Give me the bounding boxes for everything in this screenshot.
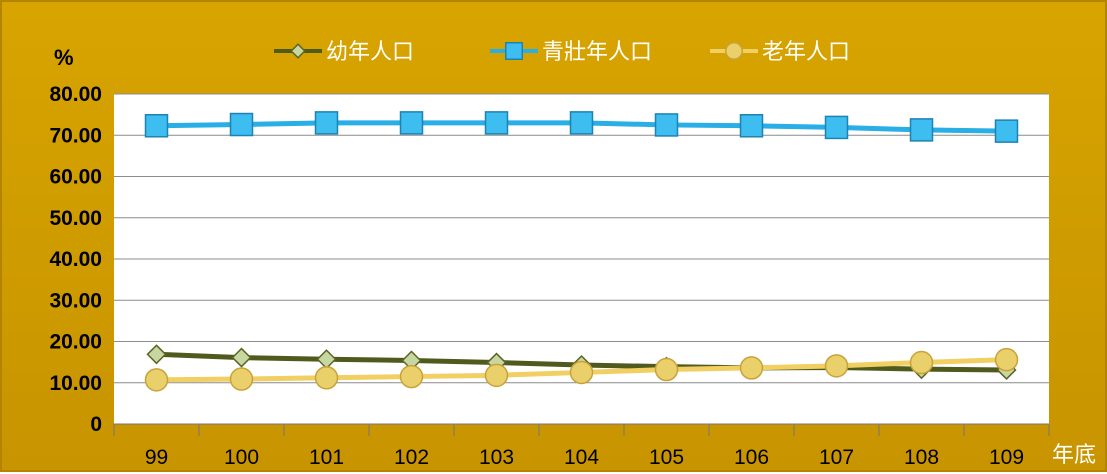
x-tick-label: 104 (564, 446, 599, 469)
y-tick-labels: 0 10.00 20.00 30.00 40.00 50.00 60.00 70.00 80.0… (49, 83, 102, 436)
x-tick-label: 106 (734, 446, 769, 469)
y-tick-label: 10.00 (49, 372, 102, 395)
data-point-square (229, 112, 254, 137)
data-point-square (569, 111, 594, 135)
x-axis-label: 年底 (1052, 443, 1096, 468)
data-point-square (484, 111, 509, 135)
data-point-circle (994, 347, 1019, 372)
data-point-square (399, 111, 424, 135)
y-tick-label: 60.00 (49, 166, 102, 189)
data-point-square (994, 119, 1019, 143)
data-point-circle (484, 363, 509, 388)
data-point-square (739, 114, 764, 138)
data-point-square (824, 115, 849, 140)
data-point-circle (314, 366, 339, 390)
data-point-square (314, 111, 339, 135)
x-tick-label: 102 (394, 446, 429, 469)
data-point-circle (824, 354, 849, 378)
y-tick-label: 0 (90, 413, 102, 436)
data-point-diamond (146, 344, 167, 365)
x-tick-label: 99 (145, 446, 168, 469)
legend-marker-circle (725, 42, 743, 60)
x-tick-label: 107 (819, 446, 854, 469)
data-point-circle (399, 364, 424, 389)
data-point-circle (569, 360, 594, 385)
x-tick-label: 105 (649, 446, 684, 469)
y-tick-label: 30.00 (49, 289, 102, 312)
x-tick-marks (113, 424, 1050, 436)
y-tick-label: 50.00 (49, 207, 102, 230)
data-point-circle (909, 350, 934, 375)
legend-label: 老年人口 (762, 40, 850, 65)
y-tick-label: 70.00 (49, 124, 102, 147)
series-group (144, 111, 1019, 392)
x-tick-label: 100 (224, 446, 259, 469)
data-point-circle (739, 356, 764, 380)
x-tick-labels: 99 100 101 102 103 104 105 106 107 108 109 (145, 446, 1024, 469)
y-tick-label: 40.00 (49, 248, 102, 271)
legend-label: 幼年人口 (326, 40, 414, 65)
data-point-square (909, 118, 934, 142)
legend-label: 青壯年人口 (542, 40, 652, 65)
data-point-square (654, 113, 679, 137)
x-tick-label: 109 (989, 446, 1024, 469)
legend-marker-square (505, 42, 523, 60)
y-axis-unit: % (54, 45, 74, 70)
data-point-circle (654, 357, 679, 382)
data-point-diamond (231, 347, 252, 368)
x-tick-label: 101 (309, 446, 344, 469)
legend: 幼年人口 青壯年人口 老年人口 (274, 40, 850, 65)
x-tick-label: 103 (479, 446, 514, 469)
data-point-circle (229, 367, 254, 391)
y-tick-label: 80.00 (49, 83, 102, 106)
legend-marker-diamond (290, 43, 306, 59)
y-tick-label: 20.00 (49, 331, 102, 354)
x-tick-label: 108 (904, 446, 939, 469)
data-point-circle (144, 368, 169, 392)
data-point-square (144, 114, 169, 138)
